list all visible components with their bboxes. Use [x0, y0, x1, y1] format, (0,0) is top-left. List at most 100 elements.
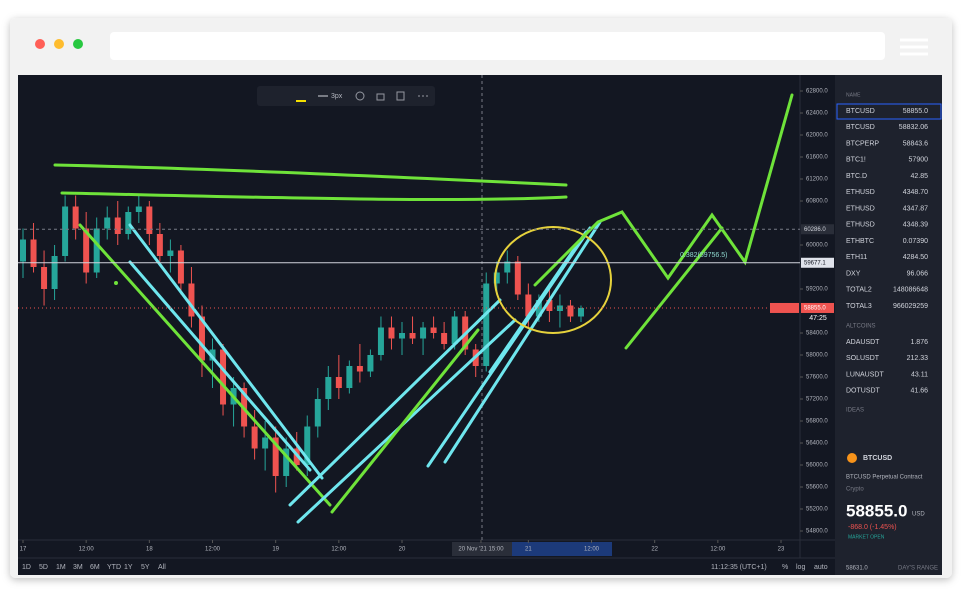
watch-symbol[interactable]: DXY — [846, 270, 861, 277]
close-dot[interactable] — [35, 39, 45, 49]
time-tick-label: 12:00 — [710, 547, 726, 553]
candle-body — [525, 294, 532, 317]
status: MARKET OPEN — [848, 534, 885, 540]
range-button[interactable]: 5D — [39, 564, 48, 571]
range-button[interactable]: 1Y — [124, 564, 133, 571]
auto-toggle[interactable]: auto — [814, 564, 828, 571]
range-button[interactable]: 6M — [90, 564, 100, 571]
candle-body — [272, 437, 279, 476]
price-tick-label: 56000.0 — [806, 463, 828, 469]
maximize-dot[interactable] — [73, 39, 83, 49]
watch-symbol[interactable]: ADAUSDT — [846, 339, 880, 346]
watch-symbol[interactable]: BTC.D — [846, 173, 867, 180]
watch-last: 58843.6 — [903, 140, 928, 147]
symbol[interactable]: BTCUSD — [863, 455, 892, 462]
watch-last: 57900 — [909, 157, 929, 164]
candle-body — [451, 316, 458, 344]
percent-toggle[interactable]: % — [782, 564, 788, 571]
range-button[interactable]: 1M — [56, 564, 66, 571]
price-tick-label: 54800.0 — [806, 529, 828, 535]
range-button[interactable]: 1D — [22, 564, 31, 571]
watch-symbol[interactable]: TOTAL3 — [846, 303, 872, 310]
candle-body — [198, 316, 205, 361]
price-level-tag — [801, 224, 834, 235]
range-button[interactable]: All — [158, 564, 166, 571]
time-tick-label: 12:00 — [205, 547, 221, 553]
watch-symbol[interactable]: ETHBTC — [846, 238, 874, 245]
time-tick-label: 21 — [525, 547, 532, 553]
time-tick-label: 23 — [778, 547, 785, 553]
color-swatch[interactable] — [296, 100, 306, 102]
price-tick-label: 62400.0 — [806, 111, 828, 117]
watch-symbol[interactable]: BTC1! — [846, 157, 866, 164]
watch-symbol[interactable]: BTCUSD — [846, 124, 875, 131]
candle-body — [167, 250, 174, 256]
watch-symbol[interactable]: TOTAL2 — [846, 287, 872, 294]
candle-body — [209, 349, 216, 361]
watch-last: 4348.39 — [903, 222, 928, 229]
symbol-tag — [770, 302, 799, 313]
time-tick-label: 12:00 — [79, 547, 95, 553]
time-selection — [512, 542, 612, 556]
currency: USD — [912, 512, 925, 518]
crosshair-time-bg — [452, 542, 512, 556]
section-header: ALTCOINS — [846, 324, 876, 330]
candle-body — [30, 239, 37, 267]
change: -868.0 (-1.45%) — [848, 524, 897, 531]
watch-symbol[interactable]: ETHUSD — [846, 222, 875, 229]
watch-symbol[interactable]: ETHUSD — [846, 189, 875, 196]
candle-body — [283, 448, 290, 476]
watch-last: 4347.87 — [903, 205, 928, 212]
section-header: IDEAS — [846, 408, 864, 414]
symbol-icon — [847, 453, 857, 463]
price-level-label: 60286.0 — [804, 227, 826, 233]
minimize-dot[interactable] — [54, 39, 64, 49]
price-tick-label: 60000.0 — [806, 243, 828, 249]
price-tick-label: 61600.0 — [806, 155, 828, 161]
candle-body — [556, 305, 563, 311]
watch-last: 1.876 — [910, 339, 928, 346]
range-button[interactable]: YTD — [107, 564, 121, 571]
watch-symbol[interactable]: BTCPERP — [846, 140, 879, 147]
clock: 11:12:35 (UTC+1) — [711, 564, 767, 571]
candle-body — [430, 327, 437, 333]
time-tick-label: 20 — [399, 547, 406, 553]
candle-body — [356, 366, 363, 372]
time-tick-label: 12:00 — [584, 547, 600, 553]
range-button[interactable]: 3M — [73, 564, 83, 571]
watch-last: 58832.06 — [899, 124, 928, 131]
watch-symbol[interactable]: LUNAUSDT — [846, 371, 884, 378]
address-bar[interactable] — [110, 32, 885, 60]
candle-body — [420, 327, 427, 339]
watchlist-header: NAME — [846, 92, 861, 98]
candle-body — [377, 327, 384, 355]
watch-symbol[interactable]: SOLUSDT — [846, 355, 880, 362]
watch-symbol[interactable]: BTCUSD — [846, 108, 875, 115]
watch-symbol[interactable]: DOTUSDT — [846, 388, 881, 395]
watch-last: 148086648 — [893, 287, 928, 294]
candle-body — [156, 234, 163, 256]
price-level-label: 58855.0 — [804, 306, 826, 312]
menu-icon[interactable] — [900, 38, 928, 56]
watch-last: 4284.50 — [903, 254, 928, 261]
watch-last: 41.66 — [910, 388, 928, 395]
annotations — [53, 93, 794, 524]
toolbar-icons[interactable] — [355, 91, 428, 101]
candle-body — [146, 206, 153, 234]
range-button[interactable]: 5Y — [141, 564, 150, 571]
price-tick-label: 57600.0 — [806, 375, 828, 381]
price-tick-label: 61200.0 — [806, 177, 828, 183]
watch-symbol[interactable]: ETH11 — [846, 254, 867, 261]
price-tick-label: 58000.0 — [806, 353, 828, 359]
drawing-toolbar — [257, 86, 435, 106]
watch-last: 43.11 — [911, 371, 928, 378]
watch-symbol[interactable]: ETHUSD — [846, 205, 875, 212]
log-toggle[interactable]: log — [796, 564, 805, 571]
line-width[interactable]: 3px — [331, 93, 343, 100]
range-label: DAY'S RANGE — [898, 566, 938, 572]
details: BTCUSD BTCUSD Perpetual Contract Crypto … — [846, 453, 938, 572]
candle-body — [41, 267, 48, 289]
price-tick-label: 62800.0 — [806, 89, 828, 95]
candle-body — [51, 256, 58, 289]
